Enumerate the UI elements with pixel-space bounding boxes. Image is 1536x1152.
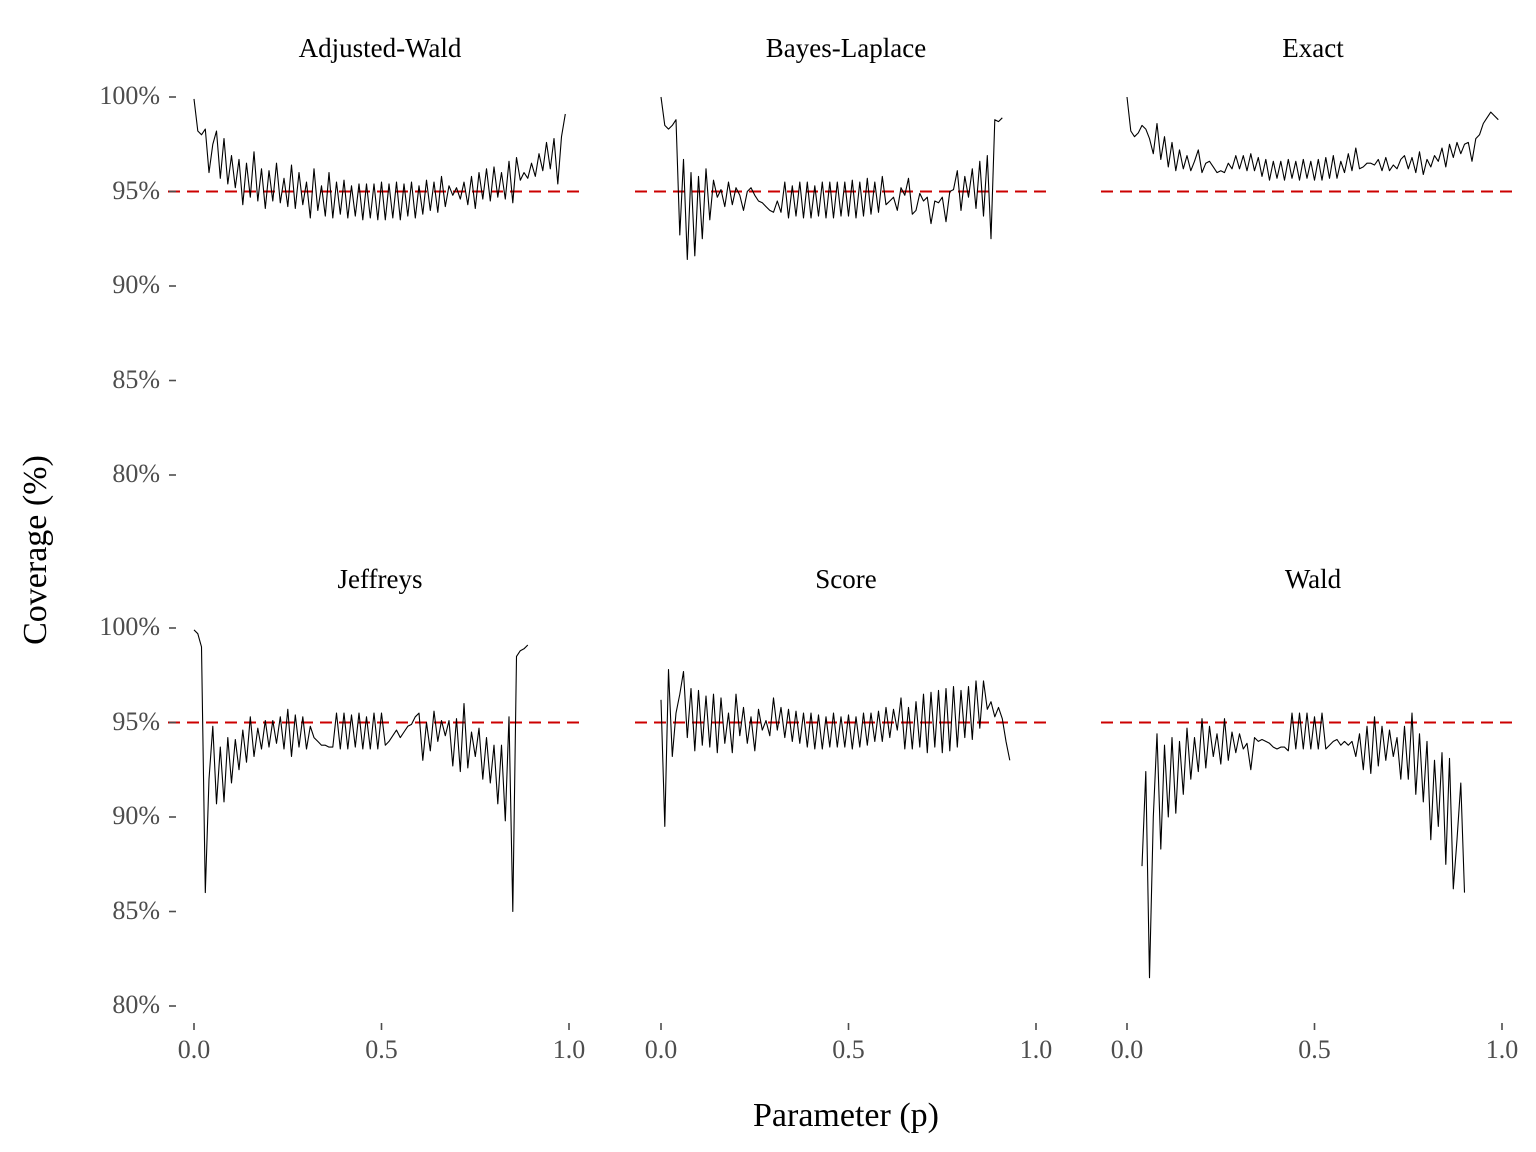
series-line-bayes-laplace [660, 96, 1003, 261]
panel-title-exact: Exact [1282, 33, 1344, 63]
x-tick-label-score-1: 0.5 [832, 1035, 865, 1064]
x-axis-title: Parameter (p) [753, 1097, 939, 1134]
series-line-jeffreys [193, 629, 529, 913]
panel-title-score: Score [815, 564, 877, 594]
panel-title-adjusted-wald: Adjusted-Wald [298, 33, 462, 63]
x-tick-label-wald-0: 0.0 [1110, 1035, 1144, 1064]
x-tick-label-score-2: 1.0 [1019, 1035, 1053, 1064]
y-tick-label-90pct: 90% [112, 801, 160, 830]
series-line-adjusted-wald [193, 98, 566, 221]
y-tick-label-80pct: 80% [112, 459, 160, 488]
panel-title-jeffreys: Jeffreys [337, 564, 423, 594]
x-tick-label-wald-1: 0.5 [1298, 1035, 1331, 1064]
series-line-exact [1126, 96, 1499, 181]
x-tick-label-score-0: 0.0 [644, 1035, 678, 1064]
y-tick-label-85pct: 85% [112, 364, 160, 394]
panel-title-bayes-laplace: Bayes-Laplace [765, 33, 927, 63]
y-tick-label-100pct: 100% [99, 81, 160, 110]
y-tick-label-90pct: 90% [112, 270, 160, 299]
y-tick-label-95pct: 95% [112, 706, 160, 736]
x-tick-label-wald-2: 1.0 [1485, 1035, 1519, 1064]
y-tick-label-80pct: 80% [112, 990, 160, 1019]
series-line-score [660, 669, 1011, 827]
series-line-wald [1141, 712, 1466, 979]
y-tick-label-95pct: 95% [112, 175, 160, 205]
panel-title-wald: Wald [1284, 564, 1342, 594]
y-tick-label-100pct: 100% [99, 612, 160, 641]
x-tick-label-jeffreys-1: 0.5 [365, 1035, 398, 1064]
x-tick-label-jeffreys-2: 1.0 [552, 1035, 586, 1064]
x-tick-label-jeffreys-0: 0.0 [177, 1035, 211, 1064]
y-tick-label-85pct: 85% [112, 895, 160, 925]
